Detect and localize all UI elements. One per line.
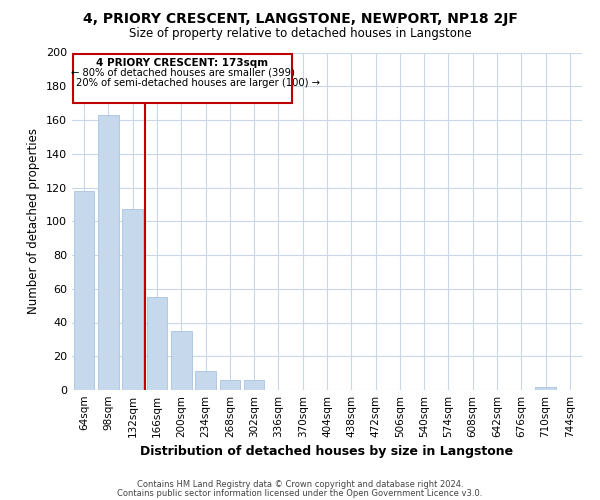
Text: ← 80% of detached houses are smaller (399): ← 80% of detached houses are smaller (39… [71,68,295,78]
FancyBboxPatch shape [73,54,292,103]
Bar [74,191,94,390]
Bar [220,380,240,390]
Text: 20% of semi-detached houses are larger (100) →: 20% of semi-detached houses are larger (… [76,78,320,88]
Bar [171,331,191,390]
Bar [98,115,119,390]
Bar [122,210,143,390]
Bar [146,297,167,390]
Text: Size of property relative to detached houses in Langstone: Size of property relative to detached ho… [128,28,472,40]
Text: Contains public sector information licensed under the Open Government Licence v3: Contains public sector information licen… [118,488,482,498]
Text: Contains HM Land Registry data © Crown copyright and database right 2024.: Contains HM Land Registry data © Crown c… [137,480,463,489]
Bar [535,386,556,390]
Bar [244,380,265,390]
Bar [195,372,216,390]
Text: 4 PRIORY CRESCENT: 173sqm: 4 PRIORY CRESCENT: 173sqm [97,58,269,68]
Text: 4, PRIORY CRESCENT, LANGSTONE, NEWPORT, NP18 2JF: 4, PRIORY CRESCENT, LANGSTONE, NEWPORT, … [83,12,517,26]
X-axis label: Distribution of detached houses by size in Langstone: Distribution of detached houses by size … [140,446,514,458]
Y-axis label: Number of detached properties: Number of detached properties [28,128,40,314]
